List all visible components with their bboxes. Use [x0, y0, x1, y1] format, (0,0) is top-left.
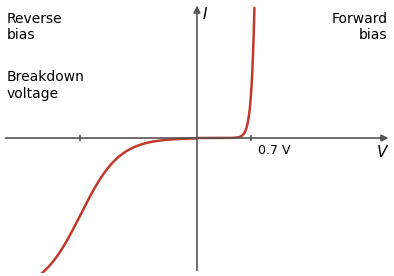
- Text: Forward
bias: Forward bias: [331, 12, 387, 42]
- Text: Breakdown
voltage: Breakdown voltage: [7, 70, 85, 100]
- Text: V: V: [377, 145, 387, 160]
- Text: 0.7 V: 0.7 V: [258, 144, 290, 157]
- Text: I: I: [203, 7, 207, 22]
- Text: Reverse
bias: Reverse bias: [7, 12, 62, 42]
